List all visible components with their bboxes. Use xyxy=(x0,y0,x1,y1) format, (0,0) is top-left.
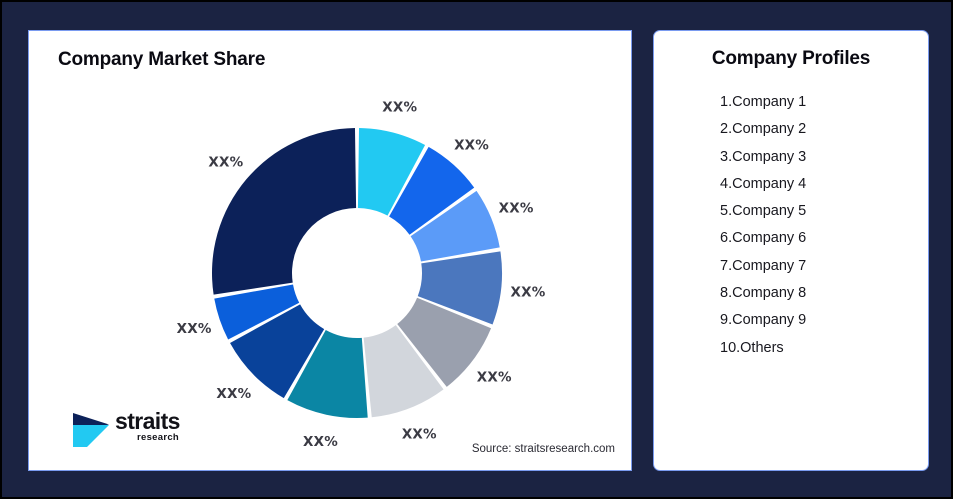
source-note: Source: straitsresearch.com xyxy=(471,443,615,455)
donut-slice[interactable] xyxy=(363,325,444,418)
logo-tagline: research xyxy=(137,432,180,443)
list-item: 9.Company 9 xyxy=(720,312,807,329)
donut-slice-label: XX% xyxy=(208,155,243,171)
donut-slice[interactable] xyxy=(389,146,475,235)
donut-slice-label: XX% xyxy=(454,138,489,154)
donut-slice[interactable] xyxy=(214,284,300,340)
donut-slice-label: XX% xyxy=(499,201,534,217)
donut-slice-label: XX% xyxy=(402,426,437,442)
company-profiles-card: Company Profiles 1.Company 1 2.Company 2 3… xyxy=(653,30,929,471)
donut-label-group: XX% XX% XX% XX% XX% XX% XX% XX% XX% XX% xyxy=(177,99,546,450)
donut-slice[interactable] xyxy=(397,297,492,387)
logo-arrow-icon xyxy=(73,413,109,447)
donut-slice-label: XX% xyxy=(216,386,251,402)
donut-slice[interactable] xyxy=(410,190,500,262)
donut-slice-label: XX% xyxy=(303,434,338,450)
donut-slice-label: XX% xyxy=(177,321,212,337)
list-item: 4.Company 4 xyxy=(720,175,807,192)
donut-slice-label: XX% xyxy=(511,284,546,300)
list-item: 6.Company 6 xyxy=(720,230,807,247)
list-item: 7.Company 7 xyxy=(720,257,807,274)
donut-slice[interactable] xyxy=(357,128,426,216)
straits-research-logo: straits research xyxy=(73,408,203,452)
donut-slice-group xyxy=(212,128,502,418)
list-item: 1.Company 1 xyxy=(720,94,807,110)
list-item: 8.Company 8 xyxy=(720,285,807,302)
donut-slice-label: XX% xyxy=(382,99,417,115)
donut-slice[interactable] xyxy=(212,128,357,295)
donut-slice[interactable] xyxy=(417,251,502,325)
logo-wordmark: straits xyxy=(115,408,180,434)
donut-chart-svg: XX% XX% XX% XX% XX% XX% XX% XX% XX% XX% xyxy=(177,99,546,450)
donut-chart: XX% XX% XX% XX% XX% XX% XX% XX% XX% XX% xyxy=(29,31,633,472)
company-profiles-list: 1.Company 1 2.Company 2 3.Company 3 4.Compa… xyxy=(654,89,928,362)
donut-slice[interactable] xyxy=(287,330,368,418)
donut-slice[interactable] xyxy=(230,304,325,399)
donut-slice-label: XX% xyxy=(477,370,512,386)
list-item: 2.Company 2 xyxy=(720,121,807,138)
page-title: Company Market Share xyxy=(58,49,266,70)
list-item: 10.Others xyxy=(720,339,784,356)
list-item: 5.Company 5 xyxy=(720,203,807,220)
list-item: 3.Company 3 xyxy=(720,148,807,165)
market-share-card: Company Market Share XX% XX% XX% XX% XX% XX% X… xyxy=(28,30,632,471)
company-profiles-title: Company Profiles xyxy=(711,48,871,69)
